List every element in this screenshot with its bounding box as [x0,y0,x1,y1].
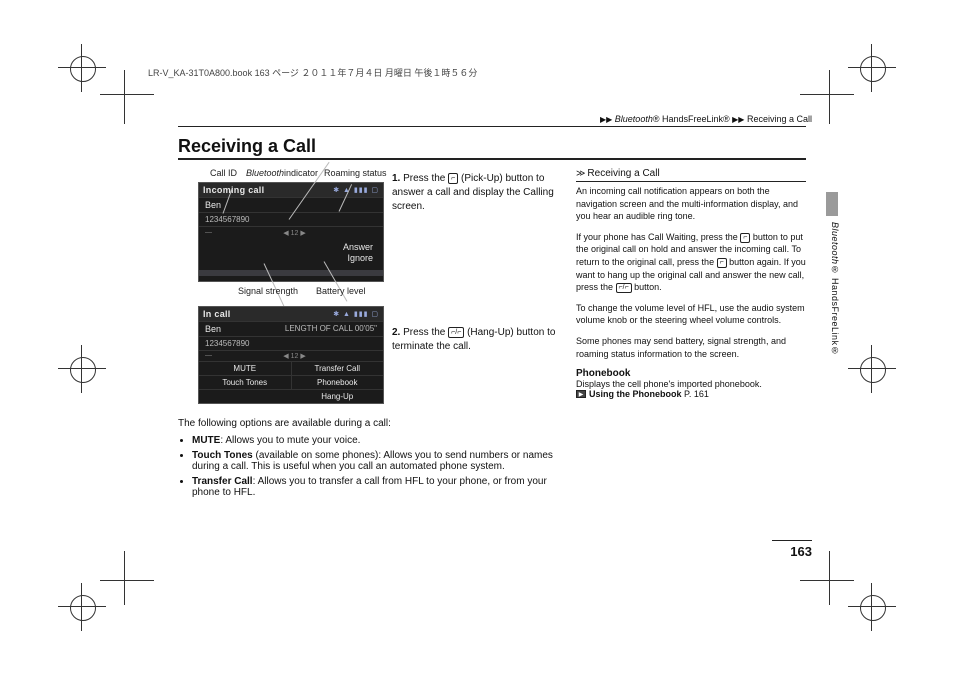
info-link: ▶Using the Phonebook P. 161 [576,389,806,399]
trim-mark [124,551,125,605]
caller-number: 1234567890 [205,215,250,224]
status-icons: ✱ ▲ ▮▮▮ ▢ [333,186,379,194]
option-mute: MUTE: Allows you to mute your voice. [192,435,556,446]
page: LR-V_KA-31T0A800.book 163 ページ ２０１１年７月４日 … [0,0,954,675]
volume-icon: ◀ 12 ▶ [283,229,305,237]
breadcrumb-arrow-icon: ▶▶ [732,115,744,124]
callout-call-id: Call ID [210,168,237,178]
tab-text: Bluetooth [830,222,840,265]
callout-battery-level: Battery level [316,286,366,296]
title-rule [178,158,806,160]
info-paragraph: Some phones may send battery, signal str… [576,335,806,360]
trim-mark [100,580,154,581]
option-lead: Transfer Call [192,476,253,487]
screenshot-incoming-call: Incoming call ✱ ▲ ▮▮▮ ▢ Ben 1234567890 —… [198,182,384,282]
callout-text: Bluetooth [246,168,284,178]
info-icon: ≫ [576,168,585,178]
trim-mark [100,94,154,95]
options-intro: The following options are available duri… [178,418,556,429]
divider [178,126,806,127]
breadcrumb-item: Bluetooth [615,114,653,124]
options-list: MUTE: Allows you to mute your voice. Tou… [178,435,556,498]
callout-labels-bottom: Signal strength Battery level [178,286,556,300]
step-1: 1. Press the ⌐ (Pick-Up) button to answe… [392,172,560,214]
step-number: 2. [392,327,400,338]
section-tab: Bluetooth® HandsFreeLink® [824,192,838,382]
ignore-button[interactable]: Ignore [205,253,373,263]
pickup-button-icon: ⌐ [740,233,750,243]
caller-name: Ben [205,200,221,210]
option-touch-tones: Touch Tones (available on some phones): … [192,450,556,472]
tab-text: ® HandsFreeLink® [830,265,840,357]
option-lead: Touch Tones [192,450,253,461]
callout-signal-strength: Signal strength [238,286,298,296]
page-title: Receiving a Call [178,136,316,157]
info-link-page: P. 161 [682,389,709,399]
hangup-button-icon: ⌐/⌐ [448,327,464,338]
phonebook-button[interactable]: Phonebook [292,376,384,389]
hang-up-button[interactable]: Hang-Up [292,390,384,403]
trim-mark [829,551,830,605]
info-heading-text: Receiving a Call [587,168,659,179]
mute-button[interactable]: MUTE [199,362,292,375]
option-transfer-call: Transfer Call: Allows you to transfer a … [192,476,556,498]
trim-mark [829,70,830,124]
pickup-button-icon: ⌐ [717,258,727,268]
tab-label: Bluetooth® HandsFreeLink® [830,222,840,356]
breadcrumb-item: ® HandsFreeLink® [653,114,730,124]
crop-mark-icon [848,345,896,393]
volume-icon: ◀ 12 ▶ [283,352,305,360]
crop-mark-icon [58,345,106,393]
info-paragraph: To change the volume level of HFL, use t… [576,302,806,327]
answer-button[interactable]: Answer [205,242,373,252]
trim-mark [124,70,125,124]
page-number: 163 [790,544,812,559]
step-text: Press the [403,173,448,184]
breadcrumb: ▶▶ Bluetooth® HandsFreeLink® ▶▶ Receivin… [600,114,812,124]
trim-mark [800,580,854,581]
info-text: button. [632,282,662,292]
book-meta-header: LR-V_KA-31T0A800.book 163 ページ ２０１１年７月４日 … [148,66,477,79]
page-number-rule [772,540,812,541]
link-icon: ▶ [576,390,586,398]
callout-roaming-status: Roaming status [324,168,387,178]
dash-icon: — [205,229,212,237]
info-paragraph: An incoming call notification appears on… [576,185,806,223]
info-sidebar: ≫Receiving a Call An incoming call notif… [576,168,806,399]
step-number: 1. [392,173,400,184]
crop-mark-icon [848,583,896,631]
callout-text: indicator [284,168,318,178]
screenshot-in-call: In call ✱ ▲ ▮▮▮ ▢ Ben LENGTH OF CALL 00'… [198,306,384,404]
crop-mark-icon [58,44,106,92]
hangup-button-icon: ⌐/⌐ [616,283,632,293]
caller-number: 1234567890 [205,339,250,348]
screen-title: Incoming call [203,185,264,195]
crop-mark-icon [848,44,896,92]
status-icons: ✱ ▲ ▮▮▮ ▢ [333,310,379,318]
option-lead: MUTE [192,435,220,446]
step-2: 2. Press the ⌐/⌐ (Hang-Up) button to ter… [392,326,560,354]
info-text: If your phone has Call Waiting, press th… [576,232,740,242]
info-subtext: Displays the cell phone's imported phone… [576,379,806,389]
info-subheading: Phonebook [576,368,806,379]
breadcrumb-item: Receiving a Call [747,114,812,124]
info-heading: ≫Receiving a Call [576,168,806,182]
tab-marker [826,192,838,216]
callout-bluetooth-indicator: Bluetooth indicator [246,168,284,178]
touch-tones-button[interactable]: Touch Tones [199,376,292,389]
pickup-button-icon: ⌐ [448,173,458,184]
screen-title: In call [203,309,231,319]
breadcrumb-arrow-icon: ▶▶ [600,115,612,124]
step-text: Press the [403,327,448,338]
dash-icon: — [205,352,212,360]
transfer-call-button[interactable]: Transfer Call [292,362,384,375]
crop-mark-icon [58,583,106,631]
caller-name: Ben [205,324,221,334]
info-paragraph: If your phone has Call Waiting, press th… [576,231,806,294]
call-length: LENGTH OF CALL 00'05" [285,324,377,334]
option-text: : Allows you to mute your voice. [220,435,360,446]
info-link-label: Using the Phonebook [589,389,682,399]
trim-mark [800,94,854,95]
